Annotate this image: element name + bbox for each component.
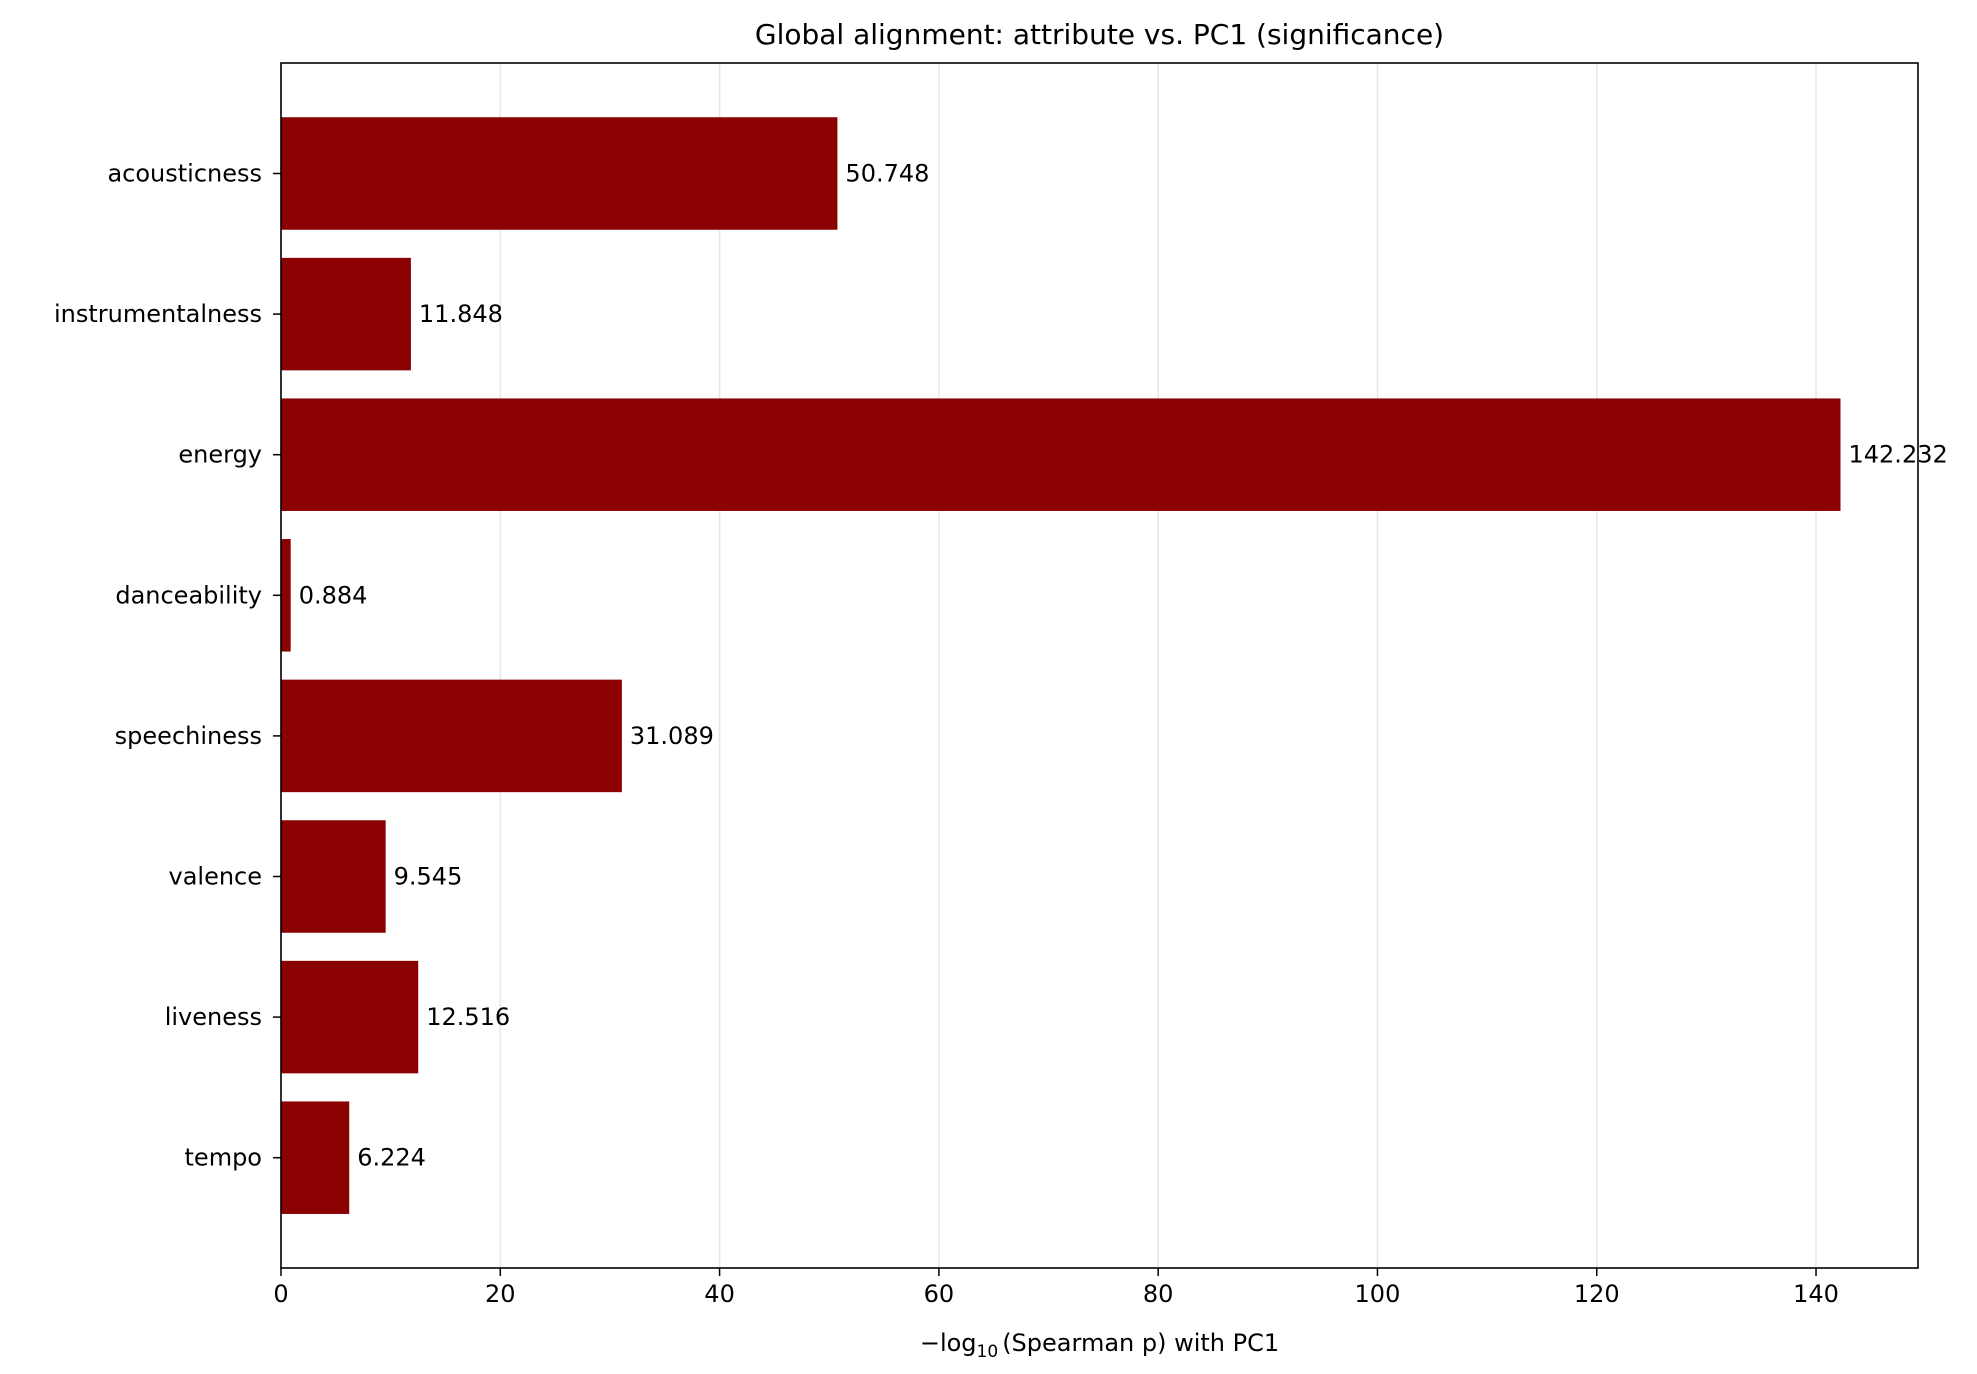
- x-axis-label-prefix: −log: [920, 1329, 977, 1357]
- x-tick-label: 120: [1574, 1280, 1620, 1308]
- y-tick-label-liveness: liveness: [165, 1003, 262, 1031]
- bar-instrumentalness: [281, 257, 411, 371]
- bars: [281, 117, 1841, 1214]
- value-label-acousticness: 50.748: [845, 160, 929, 188]
- chart-title: Global alignment: attribute vs. PC1 (sig…: [755, 18, 1444, 51]
- x-tick-label: 40: [704, 1280, 735, 1308]
- x-tick-label: 20: [485, 1280, 516, 1308]
- bar-danceability: [281, 539, 291, 652]
- value-label-energy: 142.232: [1849, 441, 1948, 469]
- x-axis-label-suffix: (Spearman p) with PC1: [1002, 1329, 1279, 1357]
- x-tick-label: 80: [1143, 1280, 1174, 1308]
- value-label-tempo: 6.224: [357, 1144, 426, 1172]
- x-tick-label: 0: [273, 1280, 288, 1308]
- y-tick-label-instrumentalness: instrumentalness: [54, 300, 262, 328]
- bar-acousticness: [281, 117, 838, 230]
- x-axis: 0 20 40 60 80 100 120 140: [273, 1268, 1839, 1308]
- value-label-liveness: 12.516: [426, 1003, 510, 1031]
- x-axis-label: −log10 (Spearman p) with PC1: [920, 1329, 1279, 1362]
- bar-liveness: [281, 960, 419, 1074]
- grid: [280, 63, 1817, 1268]
- x-tick-label: 140: [1793, 1280, 1839, 1308]
- y-axis: acousticness instrumentalness energy dancea…: [54, 160, 281, 1172]
- bar-tempo: [281, 1101, 350, 1214]
- y-tick-label-acousticness: acousticness: [107, 160, 262, 188]
- y-tick-label-energy: energy: [178, 441, 262, 469]
- bar-speechiness: [281, 679, 622, 793]
- y-tick-label-speechiness: speechiness: [115, 722, 262, 750]
- x-axis-label-subscript: 10: [977, 1342, 999, 1362]
- value-labels: 50.748 11.848 142.232 0.884 31.089 9.545 12.51…: [299, 160, 1948, 1172]
- bar-valence: [281, 820, 386, 933]
- x-tick-label: 100: [1355, 1280, 1401, 1308]
- value-label-speechiness: 31.089: [630, 722, 714, 750]
- bar-energy: [281, 398, 1841, 511]
- y-tick-label-tempo: tempo: [185, 1144, 262, 1172]
- x-tick-label: 60: [924, 1280, 955, 1308]
- y-tick-label-danceability: danceability: [115, 581, 262, 609]
- value-label-valence: 9.545: [394, 863, 463, 891]
- plot-frame: [280, 62, 1919, 1269]
- value-label-danceability: 0.884: [299, 581, 368, 609]
- value-label-instrumentalness: 11.848: [419, 300, 503, 328]
- y-tick-label-valence: valence: [168, 863, 262, 891]
